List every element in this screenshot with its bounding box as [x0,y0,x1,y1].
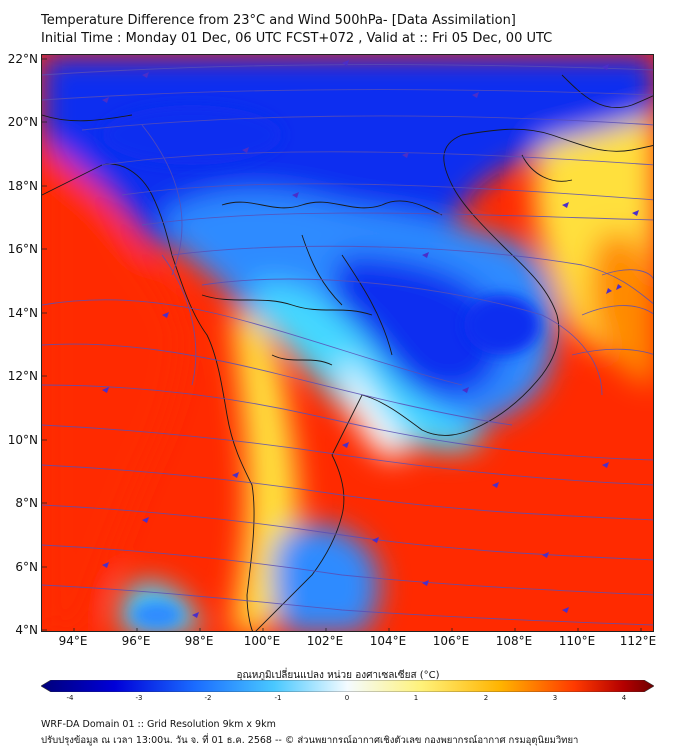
lat-label-4n: 4°N [15,623,38,637]
lon-label-112e: 112°E [619,634,657,648]
footer-model-info: WRF-DA Domain 01 :: Grid Resolution 9km … [41,719,276,730]
colorbar-tick-minus-1: -1 [274,694,282,702]
lat-label-10n: 10°N [7,433,38,447]
lat-label-22n: 22°N [7,52,38,66]
lat-label-12n: 12°N [7,369,38,383]
grid-ticks [42,58,642,631]
lat-label-18n: 18°N [7,179,38,193]
lat-label-6n: 6°N [15,560,38,574]
lon-label-106e: 106°E [432,634,470,648]
colorbar-tick-3: 3 [552,694,558,702]
colorbar-tick-1: 1 [413,694,419,702]
lon-label-110e: 110°E [558,634,596,648]
colorbar-tick-0: 0 [344,694,350,702]
map-panel [41,54,654,632]
colorbar-tick-minus-3: -3 [135,694,143,702]
coastline-borders [42,74,653,631]
colorbar-tick-minus-4: -4 [66,694,74,702]
lon-label-108e: 108°E [495,634,533,648]
lat-label-8n: 8°N [15,496,38,510]
wind-streamlines [42,64,653,626]
colorbar-tick-2: 2 [483,694,489,702]
footer-copyright: ปรับปรุงข้อมูล ณ เวลา 13:00น. วัน จ. ที่… [41,735,579,746]
colorbar-title: อุณหภูมิเปลี่ยนแปลง หน่วย องศาเซลเซียส (… [236,670,440,681]
lon-label-102e: 102°E [306,634,344,648]
wind-arrows [102,60,639,618]
map-title: Temperature Difference from 23°C and Win… [41,12,552,48]
lat-label-14n: 14°N [7,306,38,320]
lat-label-20n: 20°N [7,115,38,129]
colorbar [41,680,654,692]
lon-label-96e: 96°E [121,634,151,648]
temperature-wind-map [42,55,653,631]
lat-label-16n: 16°N [7,242,38,256]
lon-label-98e: 98°E [184,634,214,648]
lon-label-100e: 100°E [243,634,281,648]
lon-label-94e: 94°E [58,634,88,648]
title-line-1: Temperature Difference from 23°C and Win… [41,13,516,28]
title-line-2: Initial Time : Monday 01 Dec, 06 UTC FCS… [41,31,553,46]
colorbar-tick-minus-2: -2 [204,694,212,702]
colorbar-tick-4: 4 [621,694,627,702]
temperature-field [42,55,653,631]
lon-label-104e: 104°E [369,634,407,648]
